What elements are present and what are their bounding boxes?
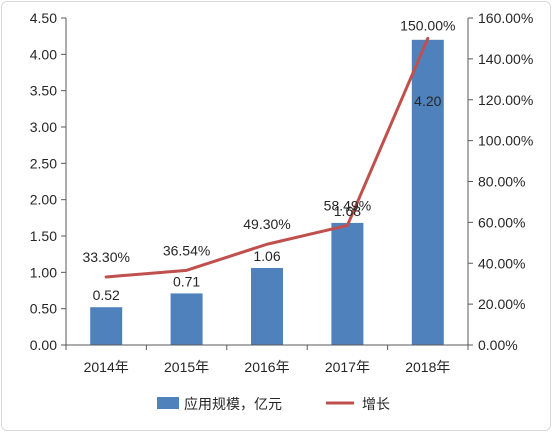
bar <box>90 307 123 345</box>
left-tick-label: 3.00 <box>30 119 57 135</box>
line-data-label: 33.30% <box>82 249 129 265</box>
bar <box>170 293 203 345</box>
right-tick-label: 140.00% <box>478 51 533 67</box>
bar-data-label: 0.52 <box>93 287 120 303</box>
left-tick-label: 0.00 <box>30 337 57 353</box>
left-tick-label: 4.00 <box>30 46 57 62</box>
x-tick-label: 2014年 <box>84 359 129 375</box>
bar <box>251 267 283 345</box>
category-axis-ticks: 2014年 2015年 2016年 2017年 2018年 <box>84 359 451 375</box>
legend: 应用规模，亿元 增长 <box>157 396 390 413</box>
left-tick-label: 3.50 <box>30 83 57 99</box>
right-tick-label: 100.00% <box>478 133 533 149</box>
right-tick-label: 80.00% <box>478 174 525 190</box>
bar <box>411 39 444 346</box>
right-axis-ticks: 0.00% 20.00% 40.00% 60.00% 80.00% 100.00% 120.… <box>478 10 533 353</box>
bar <box>331 222 364 345</box>
growth-line <box>104 36 430 279</box>
left-tick-label: 2.00 <box>30 192 57 208</box>
legend-line-label: 增长 <box>362 397 390 413</box>
right-tick-label: 60.00% <box>478 214 525 230</box>
left-tick-label: 4.50 <box>30 10 57 26</box>
right-tick-label: 40.00% <box>478 255 525 271</box>
axes <box>61 17 473 350</box>
x-tick-label: 2015年 <box>164 359 209 375</box>
bar-data-label: 1.06 <box>253 248 280 264</box>
line-data-labels: 33.30% 36.54% 49.30% 58.49% 150.00% <box>82 17 455 265</box>
legend-bar-label: 应用规模，亿元 <box>184 396 282 413</box>
left-tick-label: 2.50 <box>30 155 57 171</box>
line-data-label: 150.00% <box>400 17 455 33</box>
right-tick-label: 0.00% <box>478 337 518 353</box>
left-tick-label: 1.00 <box>30 264 57 280</box>
bar-series <box>90 39 444 346</box>
bar-data-labels: 0.52 0.71 1.06 1.68 4.20 <box>93 93 442 303</box>
bar-data-label: 1.68 <box>334 203 361 219</box>
left-axis-ticks: 0.00 0.50 1.00 1.50 2.00 2.50 3.00 3.50 4.00 4.50 <box>30 10 57 353</box>
x-tick-label: 2018年 <box>405 359 450 375</box>
line-data-label: 36.54% <box>163 242 210 258</box>
bar-data-label: 0.71 <box>173 273 200 289</box>
right-tick-label: 20.00% <box>478 296 525 312</box>
right-tick-label: 120.00% <box>478 92 533 108</box>
line-series <box>104 36 430 279</box>
right-tick-label: 160.00% <box>478 10 533 26</box>
left-tick-label: 0.50 <box>30 301 57 317</box>
line-data-label: 49.30% <box>243 216 290 232</box>
line-data-label: 58.49% <box>324 197 371 213</box>
left-tick-label: 1.50 <box>30 228 57 244</box>
x-tick-label: 2017年 <box>325 359 370 375</box>
x-tick-label: 2016年 <box>244 359 289 375</box>
legend-bar-swatch <box>157 397 179 409</box>
bar-data-label: 4.20 <box>414 93 441 109</box>
